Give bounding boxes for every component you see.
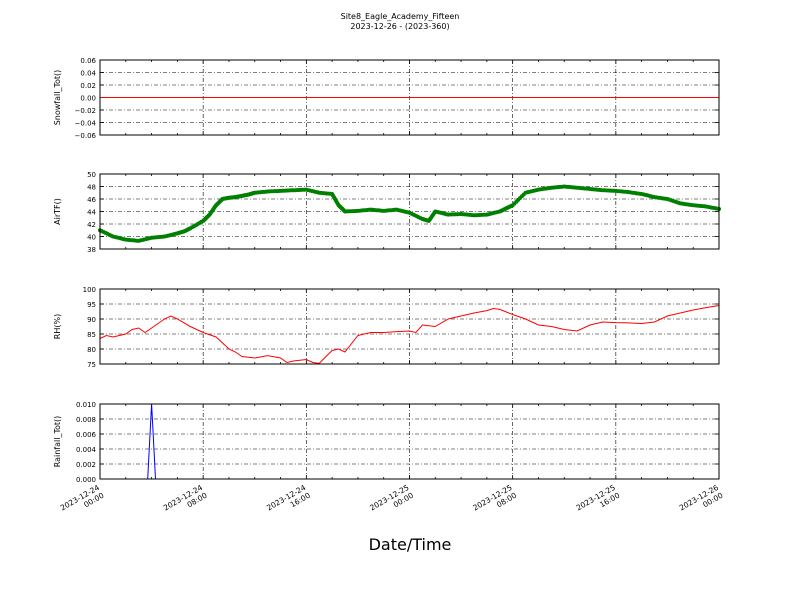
y-tick-label: 0.002 bbox=[76, 461, 96, 469]
y-tick-label: 50 bbox=[87, 171, 96, 179]
axes-frame bbox=[99, 288, 720, 365]
y-tick-label: 0.02 bbox=[80, 82, 96, 90]
y-tick-label: 0.006 bbox=[76, 431, 97, 439]
x-tick-label: 2023-12-2408:00 bbox=[162, 483, 209, 520]
y-tick-label: −0.04 bbox=[75, 120, 97, 128]
x-tick-label: 2023-12-2600:00 bbox=[678, 483, 725, 520]
x-axis-label: Date/Time bbox=[369, 535, 452, 554]
y-tick-label: −0.02 bbox=[75, 107, 96, 115]
y-tick-label: 95 bbox=[87, 301, 96, 309]
y-tick-label: 0.000 bbox=[76, 476, 96, 484]
panel-1: −0.06 −0.04 −0.02 0.00 0.02 0.04 0.06 Snowfall_… bbox=[53, 57, 720, 140]
axes-frame bbox=[99, 173, 720, 250]
y-tick-label: 90 bbox=[87, 316, 96, 324]
y-tick-label: 40 bbox=[87, 234, 96, 242]
x-tick-labels: 2023-12-2400:00 2023-12-2408:00 2023-12-24… bbox=[59, 483, 725, 520]
axes-frame bbox=[99, 59, 720, 136]
x-tick-label: 2023-12-2516:00 bbox=[575, 483, 622, 520]
y-tick-label: 42 bbox=[87, 221, 96, 229]
panel-3: 75 80 85 90 95 100 RH(%) bbox=[53, 286, 720, 369]
x-tick-label: 2023-12-2400:00 bbox=[59, 483, 106, 520]
x-tick-label: 2023-12-2416:00 bbox=[265, 483, 312, 520]
x-tick-label: 2023-12-2508:00 bbox=[471, 483, 518, 520]
y-tick-label: 85 bbox=[87, 331, 96, 339]
y-tick-label: 75 bbox=[87, 361, 96, 369]
y-axis-label: AirTF() bbox=[53, 198, 62, 225]
y-tick-label: 48 bbox=[87, 184, 96, 192]
chart-title: Site8_Eagle_Academy_Fifteen bbox=[341, 12, 460, 21]
y-tick-label: 0.004 bbox=[76, 446, 97, 454]
y-tick-label: 0.06 bbox=[80, 57, 96, 65]
y-tick-label: 0.008 bbox=[76, 416, 96, 424]
y-tick-label: 0.04 bbox=[80, 70, 96, 78]
y-tick-label: −0.06 bbox=[75, 132, 97, 140]
y-tick-label: 0.010 bbox=[76, 401, 96, 409]
y-tick-label: 0.00 bbox=[80, 95, 96, 103]
y-axis-label: Snowfall_Tot() bbox=[53, 70, 62, 126]
y-axis-label: RH(%) bbox=[53, 314, 62, 339]
x-tick-label: 2023-12-2500:00 bbox=[368, 483, 415, 520]
y-tick-label: 44 bbox=[87, 209, 96, 217]
chart-subtitle: 2023-12-26 - (2023-360) bbox=[350, 22, 449, 31]
y-tick-label: 100 bbox=[83, 286, 96, 294]
y-axis-label: Rainfall_Tot() bbox=[53, 416, 62, 468]
y-tick-label: 80 bbox=[87, 346, 96, 354]
y-tick-label: 46 bbox=[87, 196, 96, 204]
panel-4: 0.000 0.002 0.004 0.006 0.008 0.010 Rainfall_T… bbox=[53, 401, 720, 484]
axes-frame bbox=[99, 403, 720, 480]
y-tick-label: 38 bbox=[87, 246, 96, 254]
series-line bbox=[99, 305, 720, 364]
panel-2: 38 40 42 44 46 48 50 AirTF() bbox=[53, 171, 721, 254]
panels: −0.06 −0.04 −0.02 0.00 0.02 0.04 0.06 Snowfall_… bbox=[53, 57, 725, 520]
